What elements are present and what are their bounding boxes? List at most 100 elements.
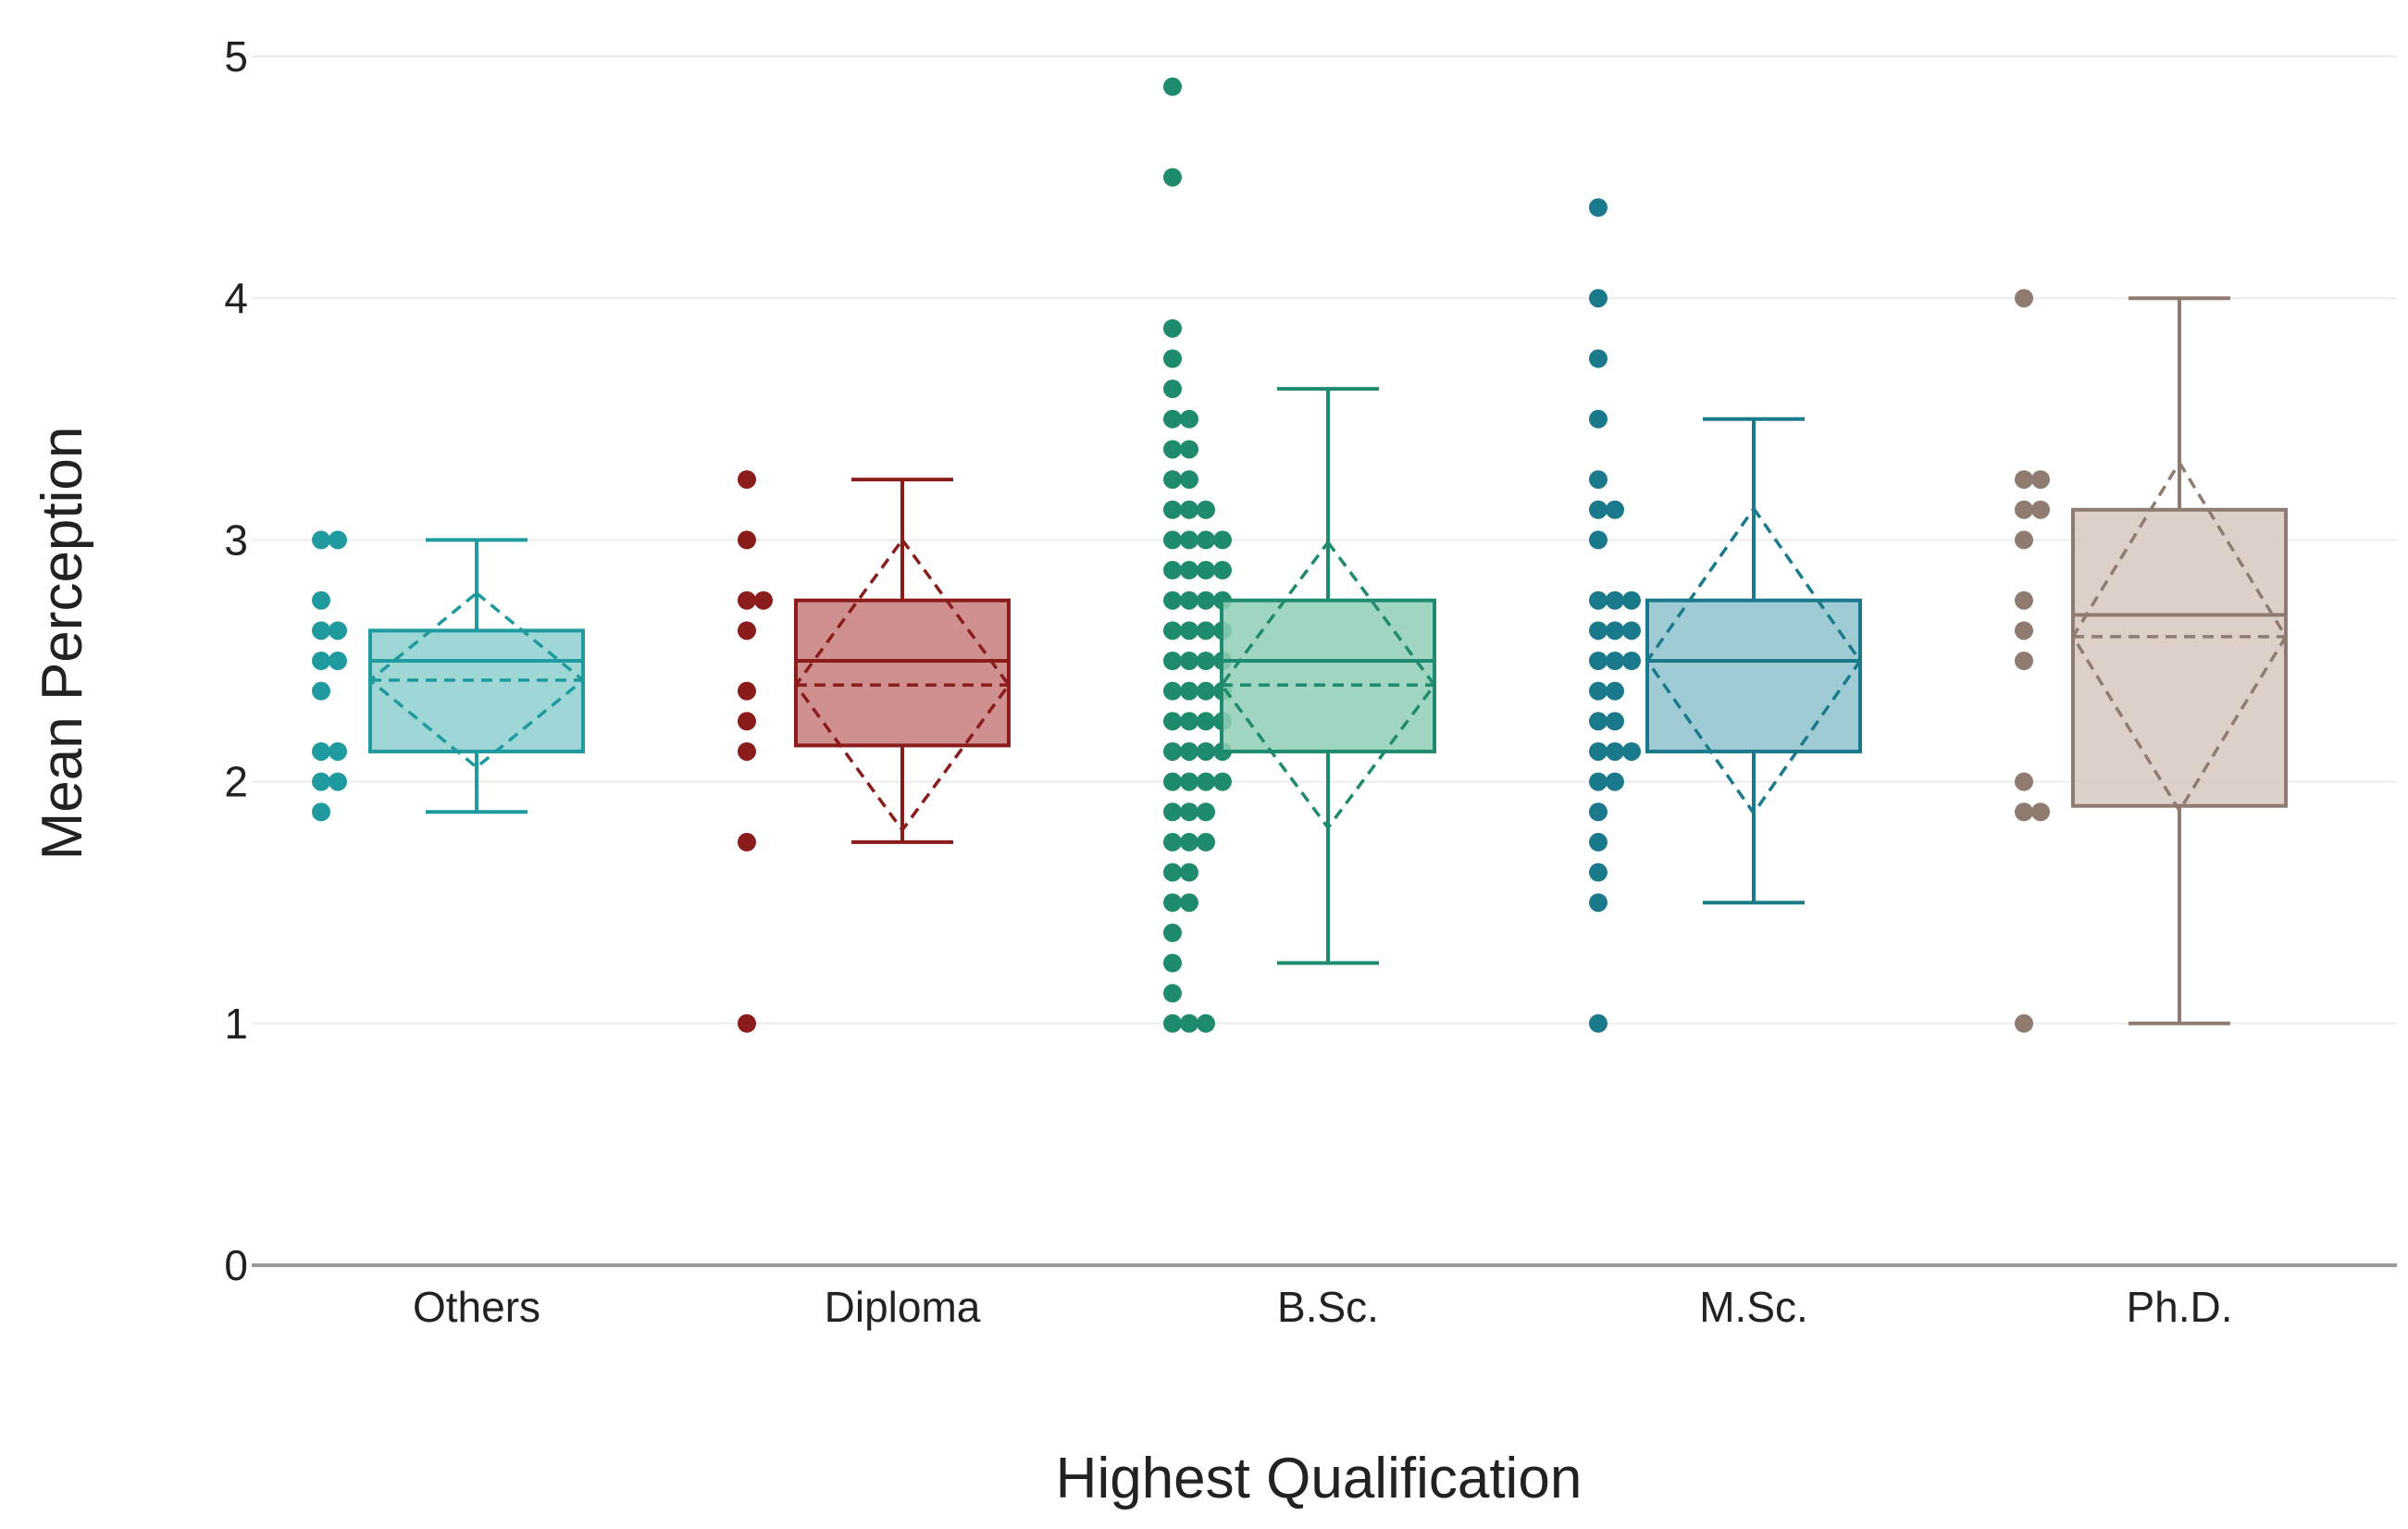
data-point-bsc [1213, 530, 1232, 550]
plot-area [312, 77, 2289, 1033]
data-point-bsc [1163, 681, 1182, 701]
box-msc [1645, 598, 1862, 753]
x-tick-label-diploma: Diploma [825, 1283, 981, 1331]
sd-diamond-phd [2070, 459, 2289, 814]
sd-diamond-diploma [793, 537, 1012, 833]
series-diploma [738, 470, 1012, 1033]
data-point-others [329, 652, 347, 670]
data-point-bsc [1197, 832, 1215, 852]
data-point-bsc [1163, 379, 1182, 399]
data-point-bsc [1180, 681, 1198, 701]
data-point-msc [1606, 590, 1624, 610]
data-point-msc [1622, 741, 1641, 761]
data-point-msc [1589, 681, 1607, 701]
data-point-bsc [1213, 772, 1232, 791]
data-point-bsc [1180, 832, 1198, 852]
data-point-others [312, 530, 330, 550]
sd-diamond-bsc [1219, 540, 1437, 831]
data-point-bsc [1163, 712, 1182, 731]
data-point-phd [2015, 772, 2033, 791]
sd-diamond-msc [1645, 505, 1863, 816]
data-point-msc [1589, 712, 1607, 731]
y-tick-label-4: 4 [224, 274, 248, 322]
y-tick-label-3: 3 [224, 516, 248, 564]
data-point-bsc [1213, 561, 1232, 580]
data-point-bsc [1180, 893, 1198, 913]
data-point-msc [1606, 621, 1624, 640]
data-point-bsc [1163, 590, 1182, 610]
data-point-bsc [1180, 470, 1198, 490]
x-tick-label-others: Others [413, 1283, 540, 1331]
data-point-bsc [1163, 893, 1182, 913]
data-point-bsc [1197, 621, 1215, 640]
data-point-phd [2031, 802, 2050, 822]
data-point-bsc [1180, 652, 1198, 670]
data-point-bsc [1163, 561, 1182, 580]
data-point-bsc [1163, 349, 1182, 368]
axes: 0 1 2 3 4 5 Others Diploma B.Sc. M.Sc. Ph.D. [224, 32, 2397, 1331]
data-point-bsc [1180, 741, 1198, 761]
data-point-bsc [1180, 561, 1198, 580]
data-point-diploma [738, 832, 756, 852]
data-point-bsc [1197, 712, 1215, 731]
data-point-bsc [1197, 681, 1215, 701]
data-point-bsc [1163, 1013, 1182, 1033]
series-msc [1589, 198, 1863, 1033]
data-point-bsc [1163, 168, 1182, 187]
data-point-bsc [1180, 802, 1198, 822]
data-point-msc [1589, 772, 1607, 791]
data-point-diploma [738, 741, 756, 761]
data-point-bsc [1163, 772, 1182, 791]
data-point-bsc [1197, 561, 1215, 580]
data-point-bsc [1163, 863, 1182, 882]
data-point-bsc [1163, 741, 1182, 761]
data-point-others [329, 772, 347, 791]
data-point-msc [1589, 590, 1607, 610]
data-point-bsc [1163, 500, 1182, 519]
data-point-bsc [1197, 741, 1215, 761]
series-bsc [1163, 77, 1437, 1033]
data-point-others [312, 802, 330, 822]
y-tick-label-0: 0 [224, 1241, 248, 1289]
data-point-phd [2015, 530, 2033, 550]
data-point-others [312, 681, 330, 701]
x-axis-title: Highest Qualification [1056, 1447, 1583, 1510]
data-point-msc [1589, 652, 1607, 670]
data-point-phd [2031, 500, 2050, 519]
data-point-bsc [1163, 440, 1182, 459]
box-others [368, 628, 585, 753]
data-point-diploma [738, 621, 756, 640]
data-point-bsc [1180, 712, 1198, 731]
data-point-msc [1589, 802, 1607, 822]
series-phd [2015, 289, 2289, 1033]
data-point-msc [1589, 863, 1607, 882]
data-point-diploma [738, 681, 756, 701]
data-point-bsc [1163, 470, 1182, 490]
data-point-msc [1589, 832, 1607, 852]
data-point-bsc [1163, 409, 1182, 429]
data-point-bsc [1180, 530, 1198, 550]
data-point-bsc [1163, 652, 1182, 670]
data-point-msc [1622, 652, 1641, 670]
data-point-bsc [1163, 318, 1182, 338]
data-point-bsc [1197, 802, 1215, 822]
gridlines [252, 56, 2397, 1025]
data-point-bsc [1197, 530, 1215, 550]
y-tick-label-2: 2 [224, 758, 248, 806]
data-point-bsc [1180, 440, 1198, 459]
box-bsc [1220, 598, 1436, 753]
data-point-diploma [754, 590, 773, 610]
data-point-bsc [1163, 984, 1182, 1003]
data-point-diploma [738, 530, 756, 550]
box-diploma [794, 598, 1011, 748]
box-phd [2071, 507, 2288, 808]
y-tick-label-1: 1 [224, 1000, 248, 1048]
data-point-bsc [1163, 953, 1182, 973]
data-point-msc [1606, 652, 1624, 670]
data-point-bsc [1197, 590, 1215, 610]
data-point-diploma [738, 712, 756, 731]
data-point-others [312, 621, 330, 640]
data-point-msc [1622, 621, 1641, 640]
data-point-msc [1589, 409, 1607, 429]
